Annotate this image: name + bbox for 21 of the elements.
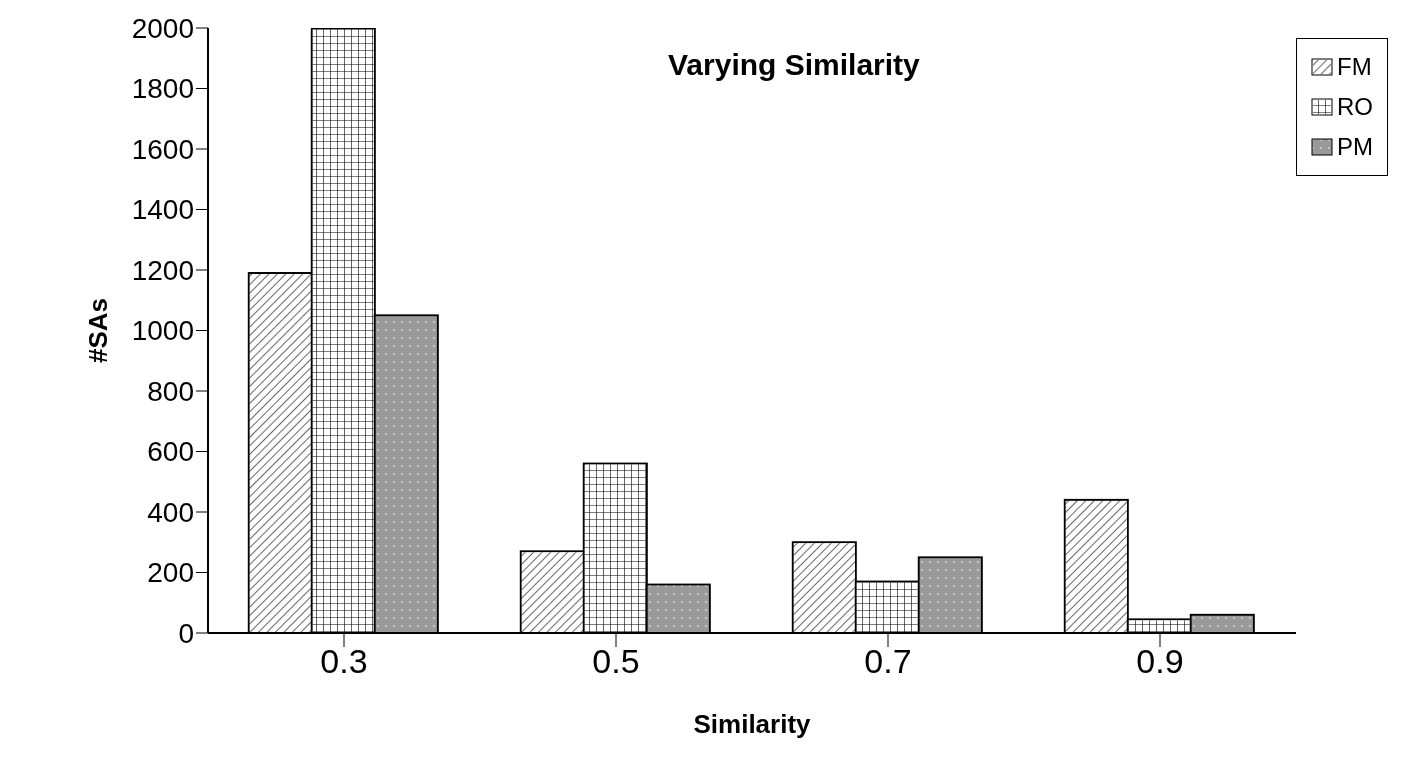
x-tick-label: 0.3 [320, 642, 368, 681]
y-axis-title: #SAs [83, 297, 114, 364]
x-axis-title: Similarity [693, 709, 812, 739]
y-tick-label: 1000 [131, 315, 194, 347]
x-tick-label: 0.5 [592, 642, 640, 681]
text: Varying Similarity [668, 48, 920, 82]
y-tick-label: 1600 [131, 133, 194, 165]
y-tick-label: 600 [147, 436, 194, 468]
y-tick-label: 0 [178, 617, 194, 649]
legend-label: PM [1337, 132, 1373, 162]
y-tick-label: 2000 [131, 12, 194, 44]
y-tick-label: 1400 [131, 194, 194, 226]
x-tick-label: 0.9 [1136, 642, 1184, 681]
y-tick-label: 200 [147, 557, 194, 589]
y-tick-label: 800 [147, 375, 194, 407]
legend-label: RO [1337, 92, 1373, 122]
x-tick-label: 0.7 [864, 642, 912, 681]
y-tick-label: 1200 [131, 254, 194, 286]
legend-label: FM [1337, 52, 1372, 82]
y-tick-label: 1800 [131, 73, 194, 105]
y-tick-label: 400 [147, 496, 194, 528]
